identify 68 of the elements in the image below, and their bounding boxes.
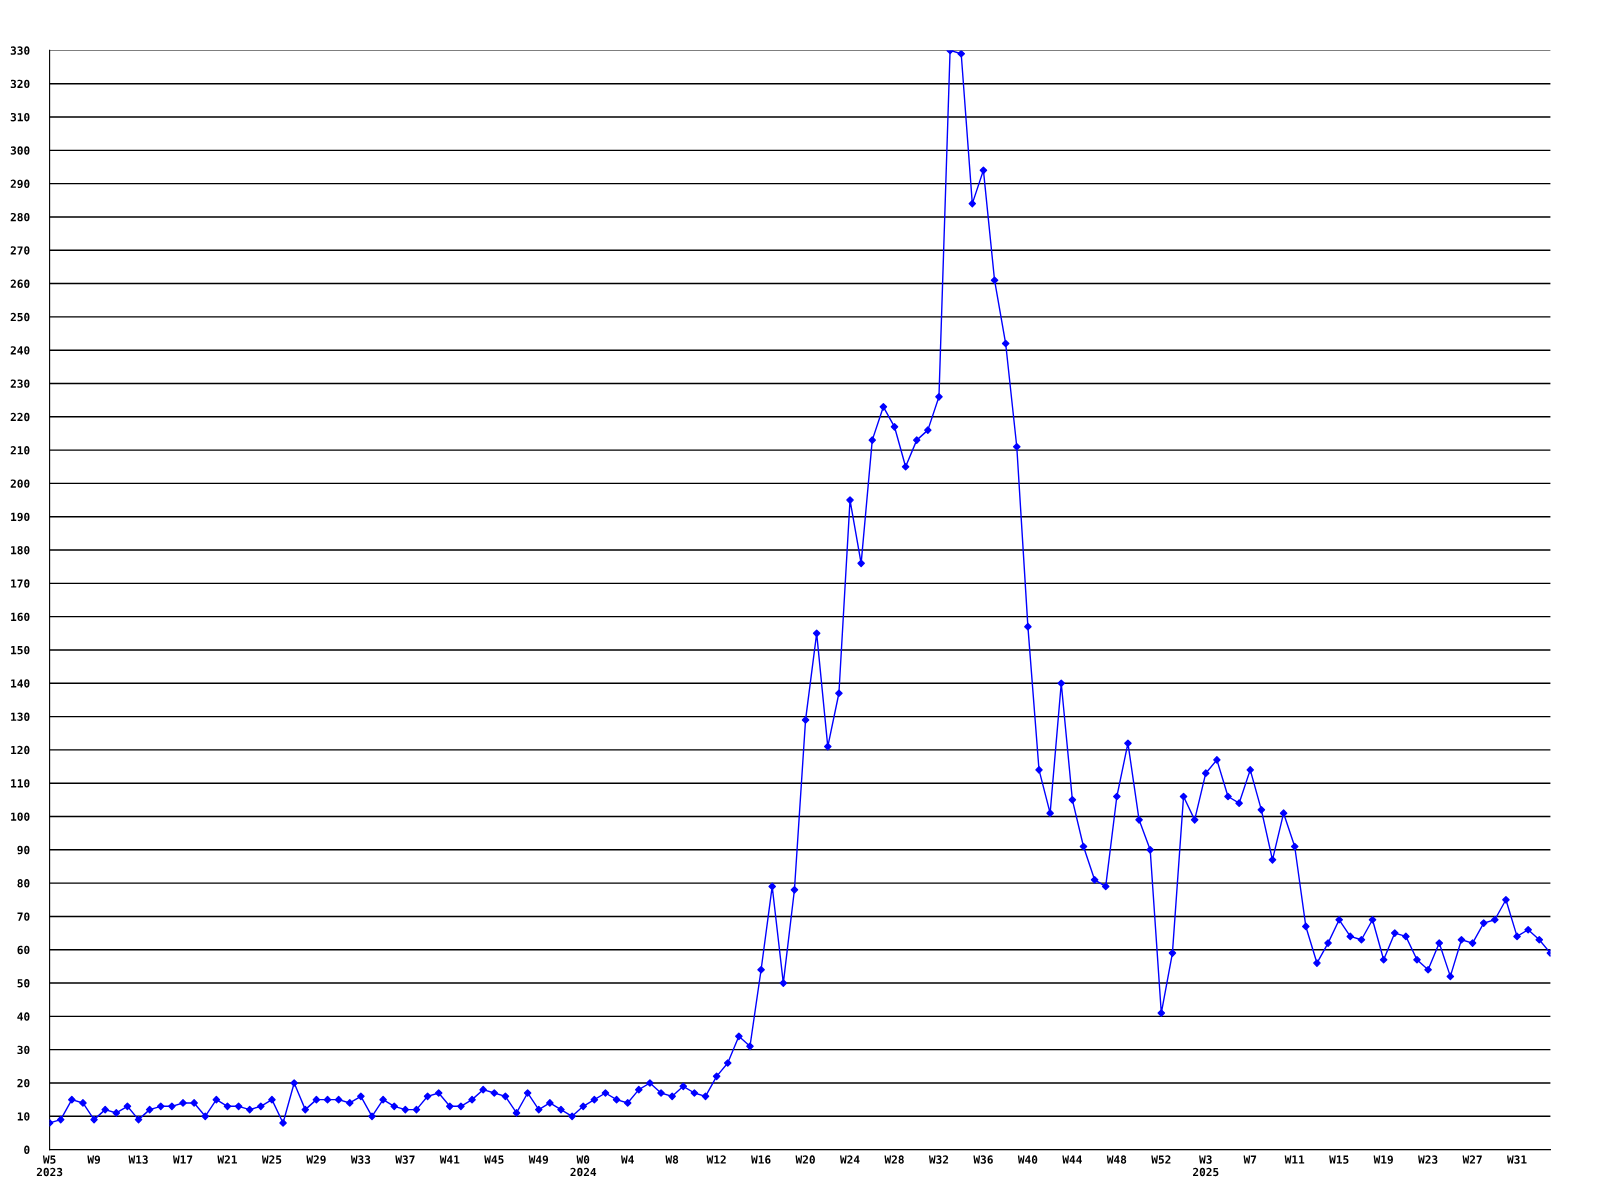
y-tick-label: 170 (11, 579, 30, 588)
y-tick-label: 150 (11, 645, 30, 655)
y-tick-label: 330 (10, 46, 30, 55)
x-tick-label: W37 (395, 1155, 415, 1164)
x-tick-label: W4 (621, 1155, 634, 1164)
y-tick-label: 210 (10, 446, 30, 455)
x-tick-label: W28 (884, 1155, 904, 1164)
x-tick-label: W19 (1373, 1155, 1393, 1164)
y-tick-label: 220 (10, 412, 30, 422)
y-tick-label: 110 (11, 779, 30, 788)
y-tick-label: 180 (11, 546, 30, 555)
x-tick-label: W49 (528, 1155, 549, 1164)
y-tick-label: 70 (17, 912, 30, 921)
y-tick-label: 250 (10, 312, 30, 322)
x-tick-label: W31 (1507, 1155, 1527, 1164)
x-tick-label: W20 (795, 1155, 815, 1164)
x-tick-label: W29 (306, 1155, 326, 1164)
y-tick-label: 290 (10, 179, 30, 189)
y-tick-label: 60 (17, 945, 30, 955)
x-tick-label: W52 (1151, 1155, 1171, 1164)
x-tick-label: W33 (350, 1155, 371, 1164)
x-tick-label: W12 (706, 1155, 726, 1164)
x-tick-label: W15 (1329, 1155, 1349, 1164)
x-tick-label: W23 (1418, 1155, 1438, 1164)
x-tick-label: W3 2025 (1193, 1155, 1219, 1177)
x-tick-label: W27 (1462, 1155, 1482, 1164)
x-tick-label: W0 2024 (570, 1155, 597, 1177)
y-tick-label: 280 (10, 212, 30, 222)
x-tick-label: W40 (1017, 1155, 1038, 1164)
x-tick-label: W45 (484, 1155, 504, 1164)
x-tick-label: W5 2023 (36, 1155, 63, 1177)
x-tick-label: W21 (217, 1155, 237, 1164)
y-tick-label: 40 (17, 1012, 30, 1021)
y-tick-label: 160 (11, 612, 30, 622)
x-tick-label: W24 (839, 1155, 860, 1164)
y-tick-label: 120 (11, 745, 30, 755)
x-tick-label: W11 (1284, 1155, 1305, 1164)
x-tick-label: W17 (172, 1155, 193, 1164)
y-tick-label: 90 (17, 845, 30, 855)
x-tick-label: W16 (751, 1155, 771, 1164)
x-tick-label: W41 (439, 1155, 460, 1164)
x-tick-label: W36 (973, 1155, 993, 1164)
x-tick-label: W13 (128, 1155, 148, 1164)
y-tick-label: 320 (10, 79, 30, 89)
y-tick-label: 200 (10, 479, 30, 488)
x-tick-label: W9 (87, 1155, 101, 1164)
x-tick-label: W48 (1106, 1155, 1127, 1164)
x-tick-label: W8 (665, 1155, 679, 1164)
x-tick-label: W32 (928, 1155, 949, 1164)
y-tick-label: 260 (10, 279, 30, 288)
y-tick-label: 130 (11, 712, 30, 721)
y-tick-label: 30 (17, 1045, 30, 1055)
y-tick-label: 300 (10, 146, 30, 155)
y-tick-label: 0 (24, 1145, 30, 1154)
y-tick-label: 80 (17, 879, 30, 888)
y-tick-label: 10 (17, 1112, 30, 1121)
y-tick-label: 100 (11, 812, 30, 821)
x-tick-label: W25 (261, 1155, 282, 1164)
y-tick-label: 190 (11, 512, 30, 522)
y-tick-label: 240 (10, 346, 30, 355)
x-tick-label: W7 (1243, 1155, 1257, 1164)
x-tick-label: W44 (1062, 1155, 1082, 1164)
y-tick-label: 270 (10, 246, 30, 255)
y-tick-label: 310 (10, 112, 30, 122)
y-tick-label: 20 (17, 1078, 30, 1088)
y-tick-label: 50 (17, 979, 30, 988)
y-tick-label: 140 (11, 679, 30, 688)
y-tick-label: 230 (10, 379, 30, 388)
